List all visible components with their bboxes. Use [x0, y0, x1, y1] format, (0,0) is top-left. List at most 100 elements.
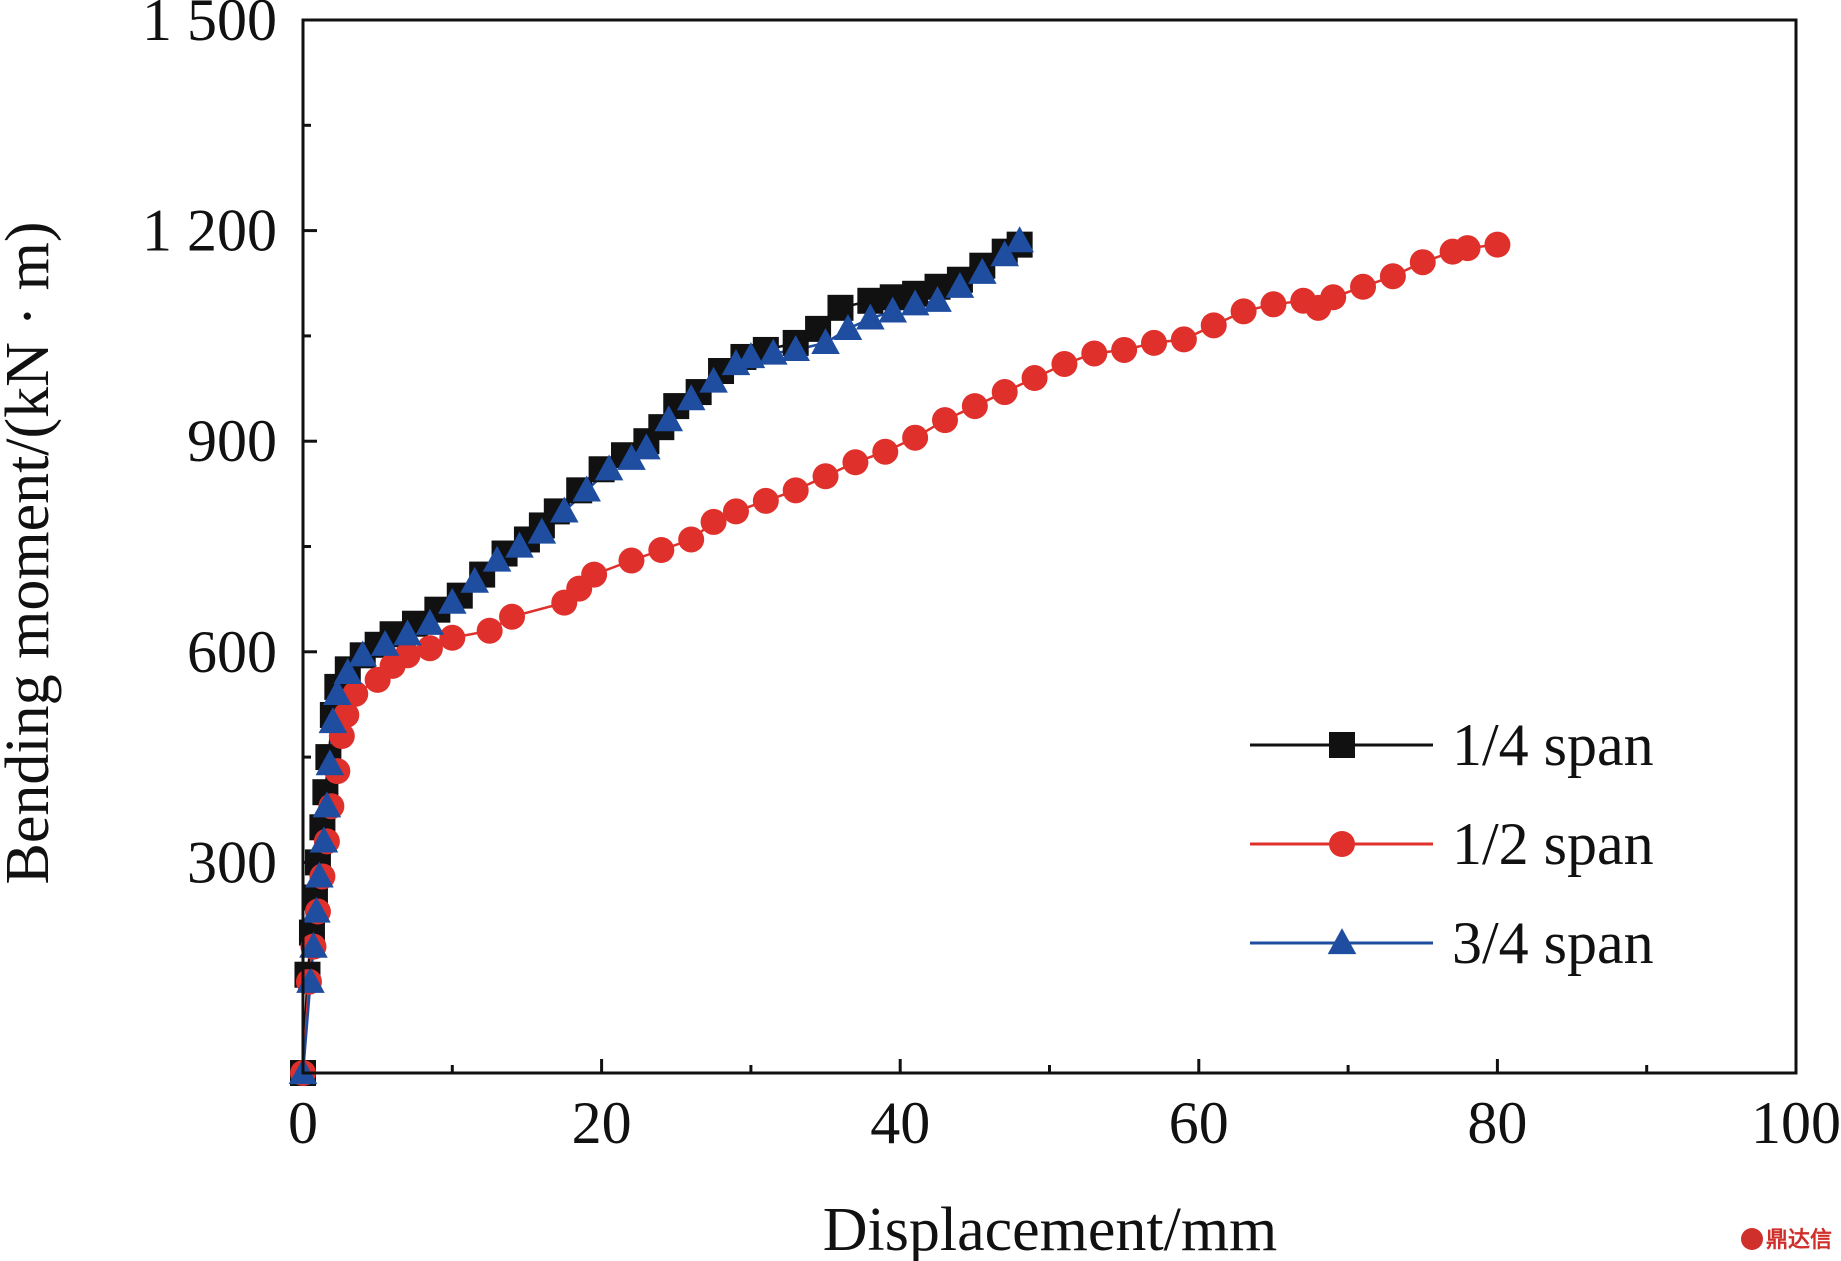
series-point-1-2-span [812, 463, 839, 490]
series-point-1-2-span [499, 603, 526, 630]
series-point-3-4-span [617, 443, 646, 470]
series-point-3-4-span [878, 296, 908, 323]
series-point-1-2-span [1350, 273, 1377, 300]
series-point-3-4-span [923, 285, 952, 312]
series-point-3-4-span [318, 707, 348, 734]
legend: 1/4 span 1/2 span 3/4 span [1250, 712, 1654, 976]
series-point-3-4-span [312, 791, 342, 818]
series-point-1-2-span [752, 487, 779, 514]
series-point-3-4-span [299, 931, 328, 958]
watermark-logo-icon [1741, 1228, 1763, 1250]
series-point-1-2-span [1200, 312, 1227, 339]
legend-label: 3/4 span [1452, 910, 1654, 976]
watermark: 鼎达信 [1741, 1227, 1832, 1253]
series-point-3-4-span [309, 826, 339, 853]
legend-marker [1329, 732, 1355, 758]
series-point-1-2-span [1454, 235, 1481, 262]
series-point-3-4-span [549, 496, 579, 523]
x-tick-label: 40 [870, 1090, 930, 1156]
series-point-3-4-span [736, 342, 766, 369]
legend-label: 1/2 span [1452, 811, 1654, 877]
series-point-3-4-span [323, 679, 352, 706]
series-point-1-2-span [1111, 336, 1138, 363]
series-point-3-4-span [699, 366, 728, 393]
series-point-1-2-span [722, 498, 749, 525]
series-point-1-2-span [394, 642, 421, 669]
legend-marker [1329, 831, 1355, 857]
y-tick-label: 600 [187, 619, 277, 685]
series-point-3-4-span [594, 454, 624, 481]
y-tick-label: 300 [187, 829, 277, 895]
series-point-1-2-span [842, 449, 869, 476]
x-tick-label: 60 [1169, 1090, 1229, 1156]
series-point-3-4-span [676, 384, 706, 411]
plot-lines [301, 240, 1498, 1074]
series-point-1-2-span [1021, 365, 1048, 392]
series-point-3-4-span [781, 335, 810, 362]
series-point-3-4-span [856, 303, 885, 330]
series-point-1-2-span [1081, 340, 1108, 367]
series-point-3-4-span [527, 517, 557, 544]
series-point-3-4-span [1005, 226, 1034, 253]
series-point-1-2-span [439, 624, 466, 651]
watermark-text: 鼎达信 [1766, 1227, 1832, 1253]
series-point-1-2-span [872, 438, 899, 465]
y-tick-label: 1 200 [142, 198, 277, 264]
series-point-3-4-span [572, 475, 601, 502]
x-tick-label: 0 [288, 1090, 318, 1156]
series-point-3-4-span [632, 433, 661, 460]
series-point-3-4-span [945, 271, 975, 298]
series-point-3-4-span [968, 257, 997, 284]
series-point-1-2-span [1379, 263, 1406, 290]
y-axis-title: Bending moment/(kN · m) [0, 222, 62, 885]
series-point-3-4-span [811, 328, 840, 355]
series-point-1-2-span [931, 407, 958, 434]
series-point-3-4-span [305, 861, 334, 888]
series-point-3-4-span [721, 349, 751, 376]
y-tick-label: 900 [187, 408, 277, 474]
legend-label: 1/4 span [1452, 712, 1654, 778]
series-point-1-2-span [1484, 231, 1511, 258]
legend-marker [1327, 928, 1357, 955]
x-tick-label: 20 [572, 1090, 632, 1156]
series-point-3-4-span [438, 587, 467, 614]
series-point-3-4-span [460, 566, 489, 593]
series-point-1-2-span [618, 547, 645, 574]
series-point-1-4-span [827, 294, 854, 321]
plot-markers [288, 226, 1511, 1086]
series-point-3-4-span [415, 608, 445, 635]
x-axis-title: Displacement/mm [823, 1196, 1278, 1261]
series-point-3-4-span [758, 338, 788, 365]
series-point-1-2-span [902, 424, 929, 451]
series-point-3-4-span [900, 289, 930, 316]
series-point-1-2-span [1320, 284, 1347, 311]
series-point-1-2-span [1141, 329, 1168, 356]
series-point-1-2-span [991, 379, 1018, 406]
series-point-3-4-span [505, 531, 534, 558]
series-point-3-4-span [333, 658, 363, 684]
axis-ticks [301, 18, 1798, 1073]
series-point-1-2-span [1260, 291, 1287, 318]
x-tick-label: 100 [1751, 1090, 1841, 1156]
series-point-1-2-span [1051, 350, 1078, 377]
series-point-1-2-span [416, 635, 443, 662]
series-point-3-4-span [302, 896, 331, 923]
series-point-1-2-span [1409, 249, 1436, 276]
series-point-3-4-span [348, 640, 378, 667]
x-tick-label: 80 [1467, 1090, 1527, 1156]
tick-labels: 0 20 40 60 80 100 300 600 900 1 200 1 500 [142, 0, 1841, 1156]
series-point-3-4-span [482, 545, 512, 572]
series-point-3-4-span [370, 629, 400, 656]
series-point-3-4-span [833, 314, 863, 340]
series-point-3-4-span [990, 240, 1020, 267]
series-line-1-2-span [301, 243, 1498, 1074]
series-point-1-2-span [782, 477, 809, 504]
series-point-1-2-span [648, 537, 675, 564]
series-point-1-2-span [1230, 298, 1257, 325]
series-point-1-2-span [1170, 326, 1197, 353]
series-point-1-2-span [678, 526, 705, 553]
series-point-3-4-span [393, 619, 422, 646]
series-point-1-2-span [476, 617, 503, 644]
series-point-3-4-span [315, 749, 345, 776]
